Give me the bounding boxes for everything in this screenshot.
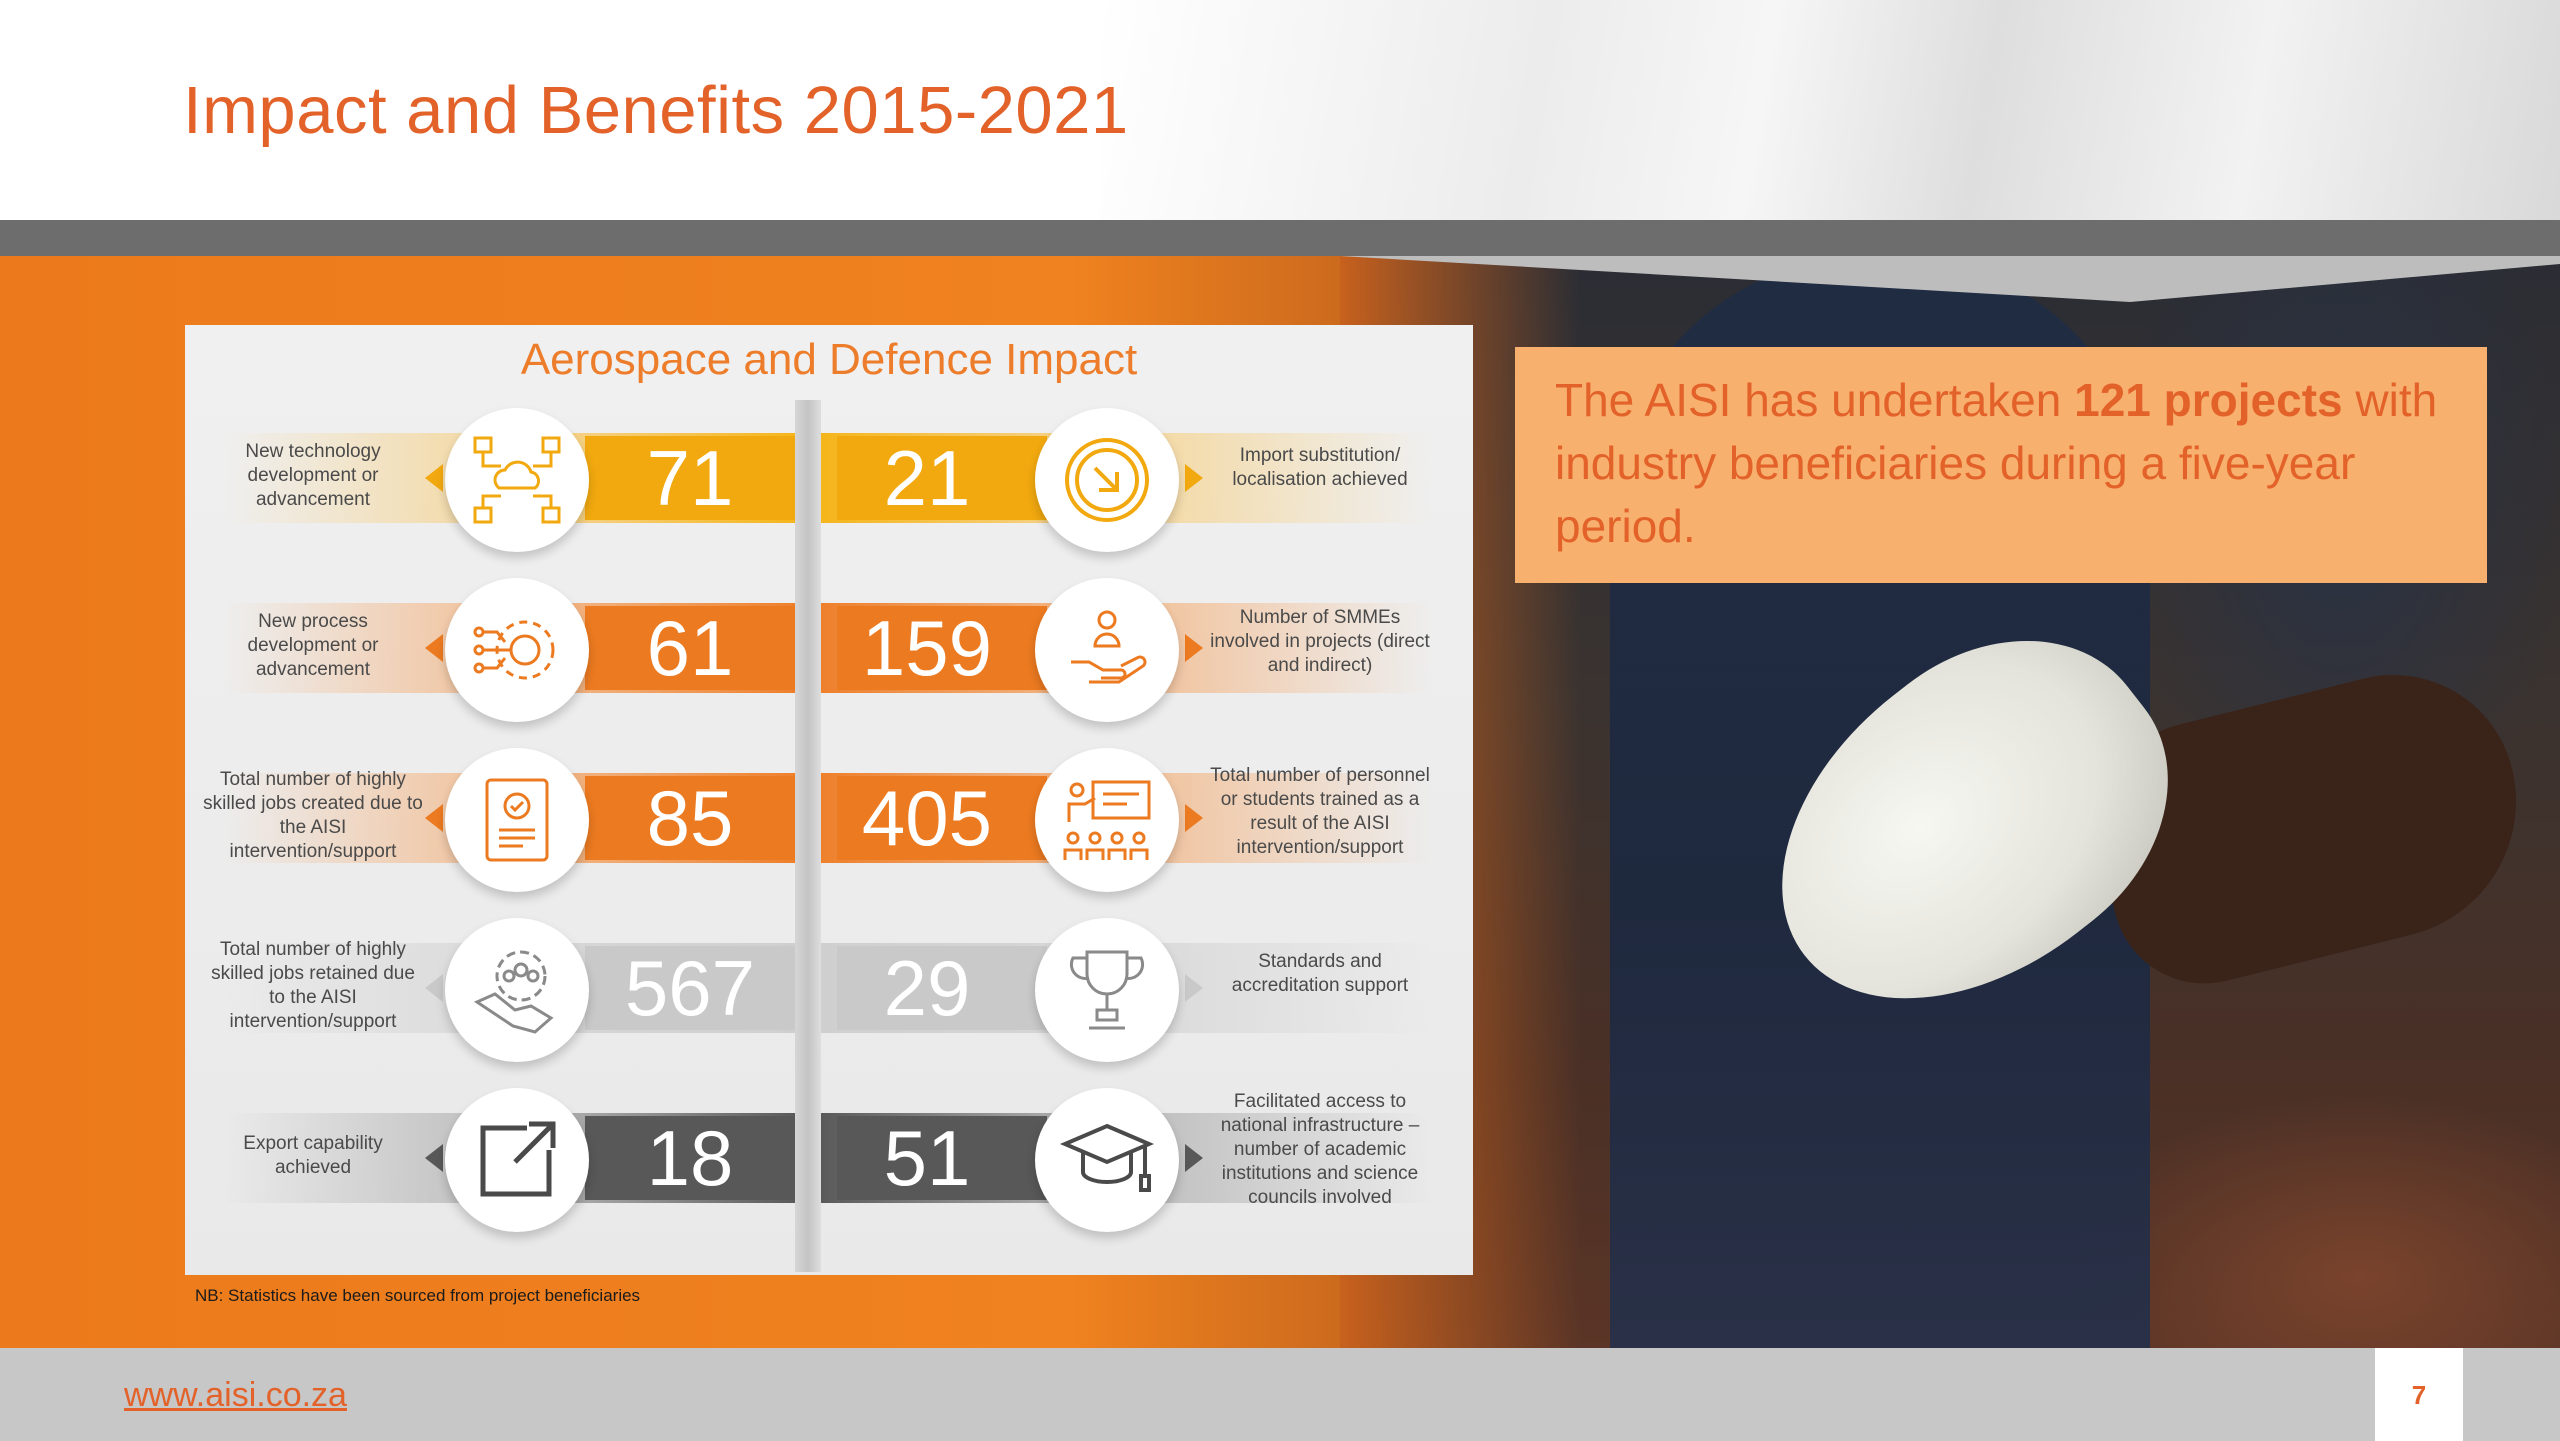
footnote: NB: Statistics have been sourced from pr… bbox=[195, 1286, 641, 1305]
impact-row: Export capability achieved 18 51 Facilit… bbox=[185, 1080, 1473, 1232]
metric-label: Export capability achieved bbox=[243, 1133, 383, 1178]
trophy-icon bbox=[1035, 918, 1179, 1062]
right-value-bar bbox=[837, 946, 1047, 1030]
left-value-bar bbox=[585, 946, 795, 1030]
right-value-bar bbox=[837, 436, 1047, 520]
highlight-suffix: with industry beneficiaries during a fiv… bbox=[1555, 374, 2438, 552]
classroom-presentation-icon bbox=[1035, 748, 1179, 892]
highlight-callout: The AISI has undertaken 121 projects wit… bbox=[1515, 347, 2487, 583]
left-value-bar bbox=[585, 776, 795, 860]
left-value-bar bbox=[585, 1116, 795, 1200]
impact-row: New technology development or advancemen… bbox=[185, 400, 1473, 552]
process-gear-icon bbox=[445, 578, 589, 722]
left-value-bar bbox=[585, 436, 795, 520]
right-value-bar bbox=[837, 776, 1047, 860]
left-pointer bbox=[425, 1144, 443, 1172]
header-chevron bbox=[1340, 256, 2560, 302]
highlight-text: The AISI has undertaken 121 projects wit… bbox=[1555, 369, 2487, 558]
metric-label: Standards and accreditation support bbox=[1231, 951, 1409, 996]
impact-row: Total number of highly skilled jobs reta… bbox=[185, 910, 1473, 1062]
export-arrow-icon bbox=[445, 1088, 589, 1232]
right-pointer bbox=[1185, 974, 1203, 1002]
hand-person-icon bbox=[1035, 578, 1179, 722]
website-link[interactable]: www.aisi.co.za bbox=[124, 1376, 347, 1414]
infographic-title: Aerospace and Defence Impact bbox=[520, 335, 1138, 384]
handshake-gear-icon bbox=[445, 918, 589, 1062]
import-arrow-icon bbox=[1035, 408, 1179, 552]
left-pointer bbox=[425, 464, 443, 492]
metric-label: Facilitated access to national infrastru… bbox=[1220, 1091, 1420, 1208]
right-pointer bbox=[1185, 634, 1203, 662]
slide-title: Impact and Benefits 2015-2021 bbox=[183, 73, 1129, 148]
metric-value: 21 bbox=[883, 434, 971, 522]
metric-label: New process development or advancement bbox=[247, 611, 379, 680]
graduation-cap-icon bbox=[1035, 1088, 1179, 1232]
header-background bbox=[1100, 0, 2560, 260]
metric-label: Total number of personnel or students tr… bbox=[1210, 765, 1430, 858]
page-number-box: 7 bbox=[2375, 1348, 2463, 1441]
metric-value: 29 bbox=[883, 944, 971, 1032]
metric-label: Total number of highly skilled jobs reta… bbox=[211, 939, 415, 1032]
left-pointer bbox=[425, 804, 443, 832]
left-pointer bbox=[425, 974, 443, 1002]
left-pointer bbox=[425, 634, 443, 662]
metric-value: 18 bbox=[646, 1114, 734, 1202]
metric-label: Total number of highly skilled jobs crea… bbox=[203, 769, 423, 862]
right-value-bar bbox=[837, 606, 1047, 690]
right-pointer bbox=[1185, 1144, 1203, 1172]
impact-row: New process development or advancement 6… bbox=[185, 570, 1473, 722]
highlight-bold: 121 projects bbox=[2074, 374, 2343, 426]
resume-document-icon bbox=[445, 748, 589, 892]
metric-value: 71 bbox=[646, 434, 734, 522]
impact-row: Total number of highly skilled jobs crea… bbox=[185, 740, 1473, 892]
right-pointer bbox=[1185, 804, 1203, 832]
network-cloud-icon bbox=[445, 408, 589, 552]
infographic-panel: Aerospace and Defence Impact New technol… bbox=[185, 325, 1473, 1275]
left-value-bar bbox=[585, 606, 795, 690]
metric-value: 85 bbox=[646, 774, 734, 862]
metric-value: 405 bbox=[861, 774, 993, 862]
metric-label: Number of SMMEs involved in projects (di… bbox=[1210, 607, 1430, 676]
metric-value: 51 bbox=[883, 1114, 971, 1202]
metric-value: 61 bbox=[646, 604, 734, 692]
footer-bar: www.aisi.co.za 7 bbox=[0, 1348, 2560, 1441]
right-value-bar bbox=[837, 1116, 1047, 1200]
metric-value: 159 bbox=[861, 604, 993, 692]
page-number: 7 bbox=[2411, 1380, 2427, 1410]
metric-value: 567 bbox=[624, 944, 756, 1032]
metric-label: New technology development or advancemen… bbox=[245, 441, 381, 510]
metric-label: Import substitution/ localisation achiev… bbox=[1232, 445, 1408, 490]
highlight-prefix: The AISI has undertaken bbox=[1555, 374, 2075, 426]
center-divider bbox=[795, 400, 821, 1272]
header-divider-band bbox=[0, 220, 2560, 256]
right-pointer bbox=[1185, 464, 1203, 492]
